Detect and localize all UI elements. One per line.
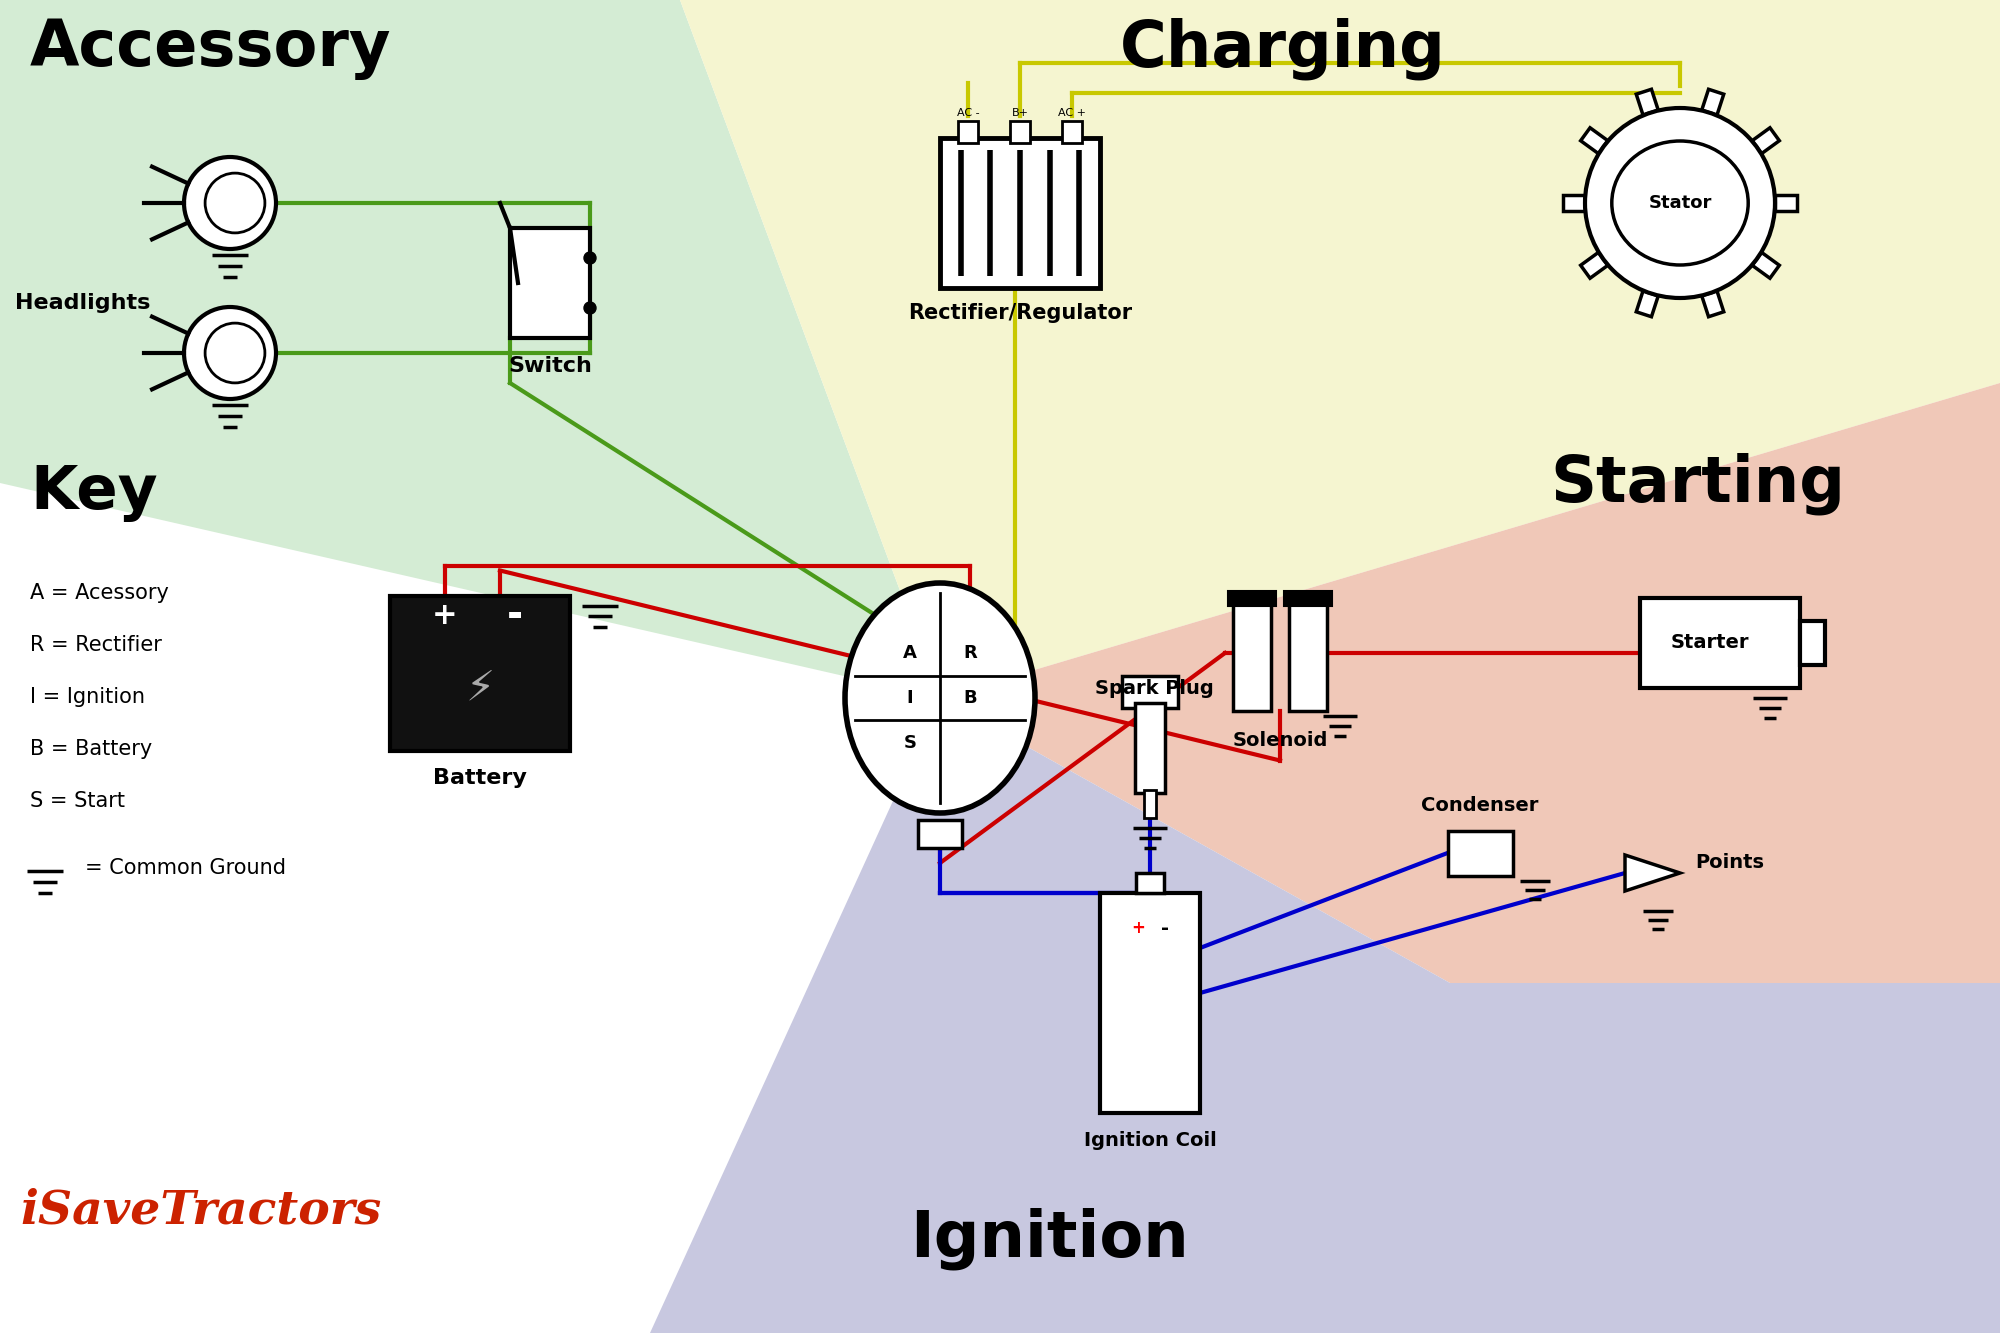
Text: B = Battery: B = Battery: [30, 738, 152, 758]
Text: S = Start: S = Start: [30, 790, 124, 810]
Text: B: B: [964, 689, 976, 706]
Text: I = Ignition: I = Ignition: [30, 686, 144, 706]
Bar: [1640, 599, 1800, 688]
Text: Switch: Switch: [508, 356, 592, 376]
Text: AC +: AC +: [1058, 108, 1086, 119]
Bar: [940, 139, 1100, 288]
Polygon shape: [1580, 128, 1608, 153]
Circle shape: [184, 157, 276, 249]
Circle shape: [1584, 108, 1776, 299]
Polygon shape: [0, 0, 940, 698]
Text: iSaveTractors: iSaveTractors: [20, 1186, 382, 1233]
Text: Ignition: Ignition: [910, 1208, 1190, 1270]
Text: A: A: [904, 644, 916, 663]
Bar: [1288, 596, 1328, 710]
Text: Solenoid: Solenoid: [1232, 730, 1328, 749]
Text: Spark Plug: Spark Plug: [1096, 678, 1214, 697]
Polygon shape: [940, 383, 2000, 982]
Text: I: I: [906, 689, 914, 706]
Circle shape: [184, 307, 276, 399]
Polygon shape: [1752, 252, 1780, 279]
Ellipse shape: [844, 583, 1036, 813]
Text: Starter: Starter: [1670, 633, 1750, 652]
Bar: [390, 596, 570, 750]
Text: ⚡: ⚡: [466, 666, 494, 709]
Text: Rectifier/Regulator: Rectifier/Regulator: [908, 303, 1132, 323]
Bar: [1100, 893, 1200, 1113]
Polygon shape: [1702, 89, 1724, 115]
Text: Ignition Coil: Ignition Coil: [1084, 1130, 1216, 1150]
Bar: [1010, 121, 1030, 143]
Polygon shape: [1702, 291, 1724, 317]
Circle shape: [584, 303, 596, 315]
Text: Headlights: Headlights: [16, 293, 150, 313]
Text: Stator: Stator: [1648, 195, 1712, 212]
Polygon shape: [1636, 291, 1658, 317]
Bar: [1800, 621, 1824, 665]
Bar: [510, 228, 590, 339]
Bar: [1144, 790, 1156, 818]
Polygon shape: [680, 0, 2000, 698]
Bar: [958, 121, 978, 143]
Bar: [1136, 702, 1164, 793]
Text: Charging: Charging: [1120, 19, 1446, 80]
Polygon shape: [1624, 854, 1680, 890]
Text: B+: B+: [1012, 108, 1028, 119]
Text: Points: Points: [1696, 853, 1764, 873]
Text: +: +: [432, 601, 458, 631]
Circle shape: [206, 323, 264, 383]
Text: R = Rectifier: R = Rectifier: [30, 635, 162, 655]
Bar: [1234, 596, 1272, 710]
Text: Starting: Starting: [1550, 453, 1844, 516]
Polygon shape: [1636, 89, 1658, 115]
Circle shape: [206, 173, 264, 233]
Polygon shape: [1580, 252, 1608, 279]
Circle shape: [584, 252, 596, 264]
Text: -: -: [506, 596, 524, 635]
Bar: [1136, 873, 1164, 893]
Polygon shape: [1776, 195, 1796, 211]
Bar: [1228, 591, 1276, 605]
Bar: [1448, 830, 1512, 876]
Text: AC -: AC -: [956, 108, 980, 119]
Text: = Common Ground: = Common Ground: [84, 858, 286, 878]
Text: A = Acessory: A = Acessory: [30, 583, 168, 603]
Text: Battery: Battery: [434, 769, 526, 789]
Polygon shape: [650, 698, 2000, 1333]
Polygon shape: [1752, 128, 1780, 153]
Text: Accessory: Accessory: [30, 19, 392, 80]
Bar: [918, 820, 962, 848]
Polygon shape: [1564, 195, 1586, 211]
Text: R: R: [964, 644, 976, 663]
Text: S: S: [904, 734, 916, 752]
Text: -: -: [1160, 918, 1168, 937]
Text: Condenser: Condenser: [1422, 796, 1538, 814]
Bar: [1122, 676, 1178, 708]
Text: +: +: [1132, 918, 1144, 937]
Text: Key: Key: [30, 463, 158, 523]
Ellipse shape: [1612, 141, 1748, 265]
Bar: [1284, 591, 1332, 605]
Bar: [1062, 121, 1082, 143]
